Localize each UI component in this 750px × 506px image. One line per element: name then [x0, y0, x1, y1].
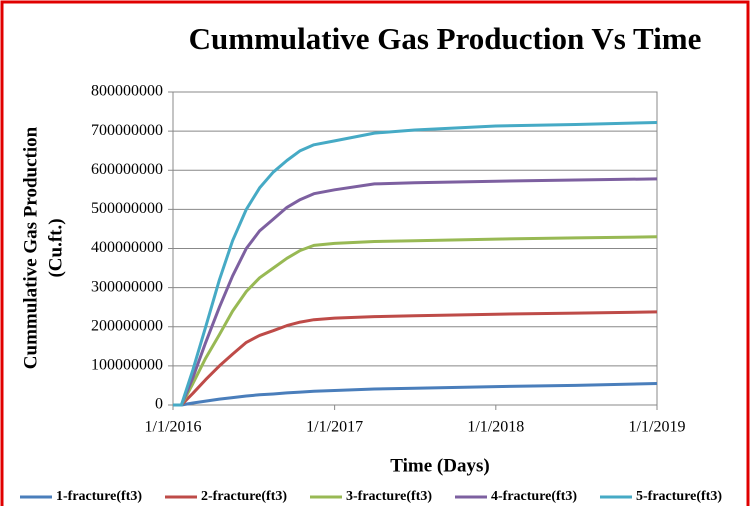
- x-axis-label: Time (Days): [390, 455, 489, 476]
- x-tick-label: 1/1/2016: [145, 419, 202, 436]
- chart-title: Cummulative Gas Production Vs Time: [189, 21, 702, 56]
- legend-label: 3-fracture(ft3): [346, 489, 432, 504]
- y-axis-label: Cummulative Gas Production: [20, 126, 41, 369]
- series-line: [173, 235, 658, 407]
- y-tick-label: 600000000: [91, 161, 163, 178]
- legend-label: 1-fracture(ft3): [56, 489, 142, 504]
- y-tick-label: 400000000: [91, 239, 163, 256]
- x-tick-label: 1/1/2018: [467, 419, 524, 436]
- y-tick-label: 500000000: [91, 200, 163, 217]
- y-tick-label: 200000000: [91, 317, 163, 334]
- x-tick-label: 1/1/2019: [629, 419, 686, 436]
- legend-label: 4-fracture(ft3): [491, 489, 577, 504]
- series-line: [173, 310, 658, 407]
- x-tick-label: 1/1/2017: [306, 419, 363, 436]
- legend-label: 5-fracture(ft3): [636, 489, 722, 504]
- y-tick-label: 300000000: [91, 278, 163, 295]
- series-line: [173, 177, 658, 407]
- y-axis-label: (Cu.ft.): [45, 218, 66, 277]
- y-tick-label: 100000000: [91, 357, 163, 374]
- legend-label: 2-fracture(ft3): [201, 489, 287, 504]
- y-tick-label: 800000000: [91, 83, 163, 100]
- y-tick-label: 0: [155, 396, 163, 413]
- y-tick-label: 700000000: [91, 122, 163, 139]
- series-line: [173, 382, 658, 407]
- series-line: [173, 121, 658, 407]
